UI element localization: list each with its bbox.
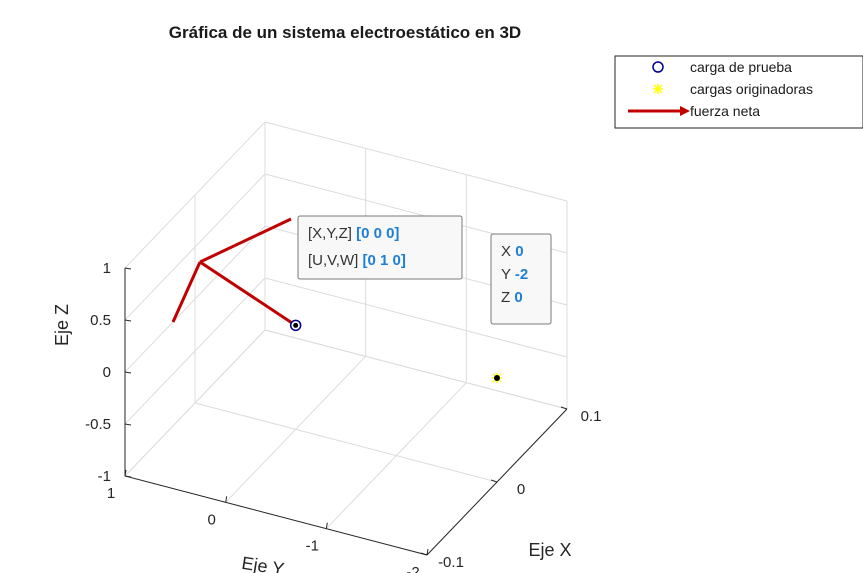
y-tick-label: -2: [406, 564, 419, 573]
y-tick-label: 1: [107, 485, 115, 502]
legend-entry: carga de prueba: [652, 59, 792, 75]
test-charge-tip-dot: [293, 322, 299, 328]
grid-line: [124, 329, 266, 477]
y-axis-label: Eje Y: [240, 553, 285, 573]
z-tick-mark: [124, 319, 132, 322]
data-tip-row: Z 0: [501, 289, 523, 306]
force-vector-head-line: [199, 217, 292, 264]
z-tick-mark: [124, 423, 132, 426]
force-vector: [171, 217, 297, 327]
x-tick-label: 0: [517, 481, 525, 498]
legend: carga de prueba cargas originadoras fuerza…: [614, 55, 863, 129]
grid-line: [264, 329, 568, 410]
z-axis-label: Eje Z: [52, 304, 72, 346]
z-tick-label: 1: [103, 260, 111, 277]
legend-entry: fuerza neta: [628, 103, 760, 119]
data-tip-row: Y -2: [501, 266, 528, 283]
y-tick-label: -1: [306, 538, 319, 555]
source-charge-marker[interactable]: [492, 373, 502, 383]
legend-label: cargas originadoras: [690, 81, 813, 97]
x-tick-label: 0.1: [581, 408, 602, 425]
x-tick-label: -0.1: [438, 554, 464, 571]
data-tip-row: [U,V,W] [0 1 0]: [308, 252, 406, 269]
legend-entry: cargas originadoras: [653, 81, 813, 97]
grid-line: [194, 402, 498, 483]
y-axis-line: [124, 475, 428, 556]
z-tick-mark: [124, 475, 132, 478]
grid-line: [124, 121, 266, 269]
data-tip-row: [X,Y,Z] [0 0 0]: [308, 225, 399, 242]
x-axis-label: Eje X: [528, 540, 571, 560]
x-tick-mark: [420, 552, 428, 556]
x-tick-mark: [560, 406, 568, 410]
grid-line: [124, 173, 266, 321]
z-tick-label: -1: [98, 468, 111, 485]
force-vector-head-line: [171, 261, 202, 323]
force-vector-shaft: [199, 260, 297, 327]
y-tick-mark: [124, 469, 127, 477]
grid-line: [264, 121, 568, 202]
data-tips[interactable]: [X,Y,Z] [0 0 0] [U,V,W] [0 1 0] X 0 Y -2 Z 0: [297, 215, 552, 325]
z-tick-mark: [124, 371, 132, 374]
data-tip[interactable]: [X,Y,Z] [0 0 0] [U,V,W] [0 1 0]: [297, 215, 463, 280]
y-tick-mark: [325, 522, 328, 529]
data-points: [289, 319, 502, 383]
grid-lines: [124, 121, 568, 556]
z-tick-label: 0.5: [90, 312, 111, 329]
tick-labels: 10.50-0.5-110-1-20.10-0.1: [85, 260, 601, 573]
y-tick-mark: [426, 548, 429, 556]
x-tick-mark: [490, 479, 498, 483]
data-tip[interactable]: X 0 Y -2 Z 0: [490, 233, 552, 325]
y-tick-label: 0: [207, 511, 215, 528]
chart-title: Gráfica de un sistema electroestático en…: [169, 23, 521, 42]
legend-label: fuerza neta: [690, 103, 760, 119]
data-tip-row: X 0: [501, 243, 524, 260]
legend-box: [614, 55, 863, 129]
z-tick-label: -0.5: [85, 416, 111, 433]
grid-line: [264, 277, 568, 358]
grid-line: [225, 355, 367, 503]
legend-label: carga de prueba: [690, 59, 792, 75]
grid-line: [124, 225, 266, 373]
z-tick-mark: [124, 267, 132, 270]
grid-line: [325, 382, 467, 530]
z-tick-label: 0: [103, 364, 111, 381]
y-tick-mark: [225, 496, 228, 503]
grid-line: [124, 277, 266, 425]
